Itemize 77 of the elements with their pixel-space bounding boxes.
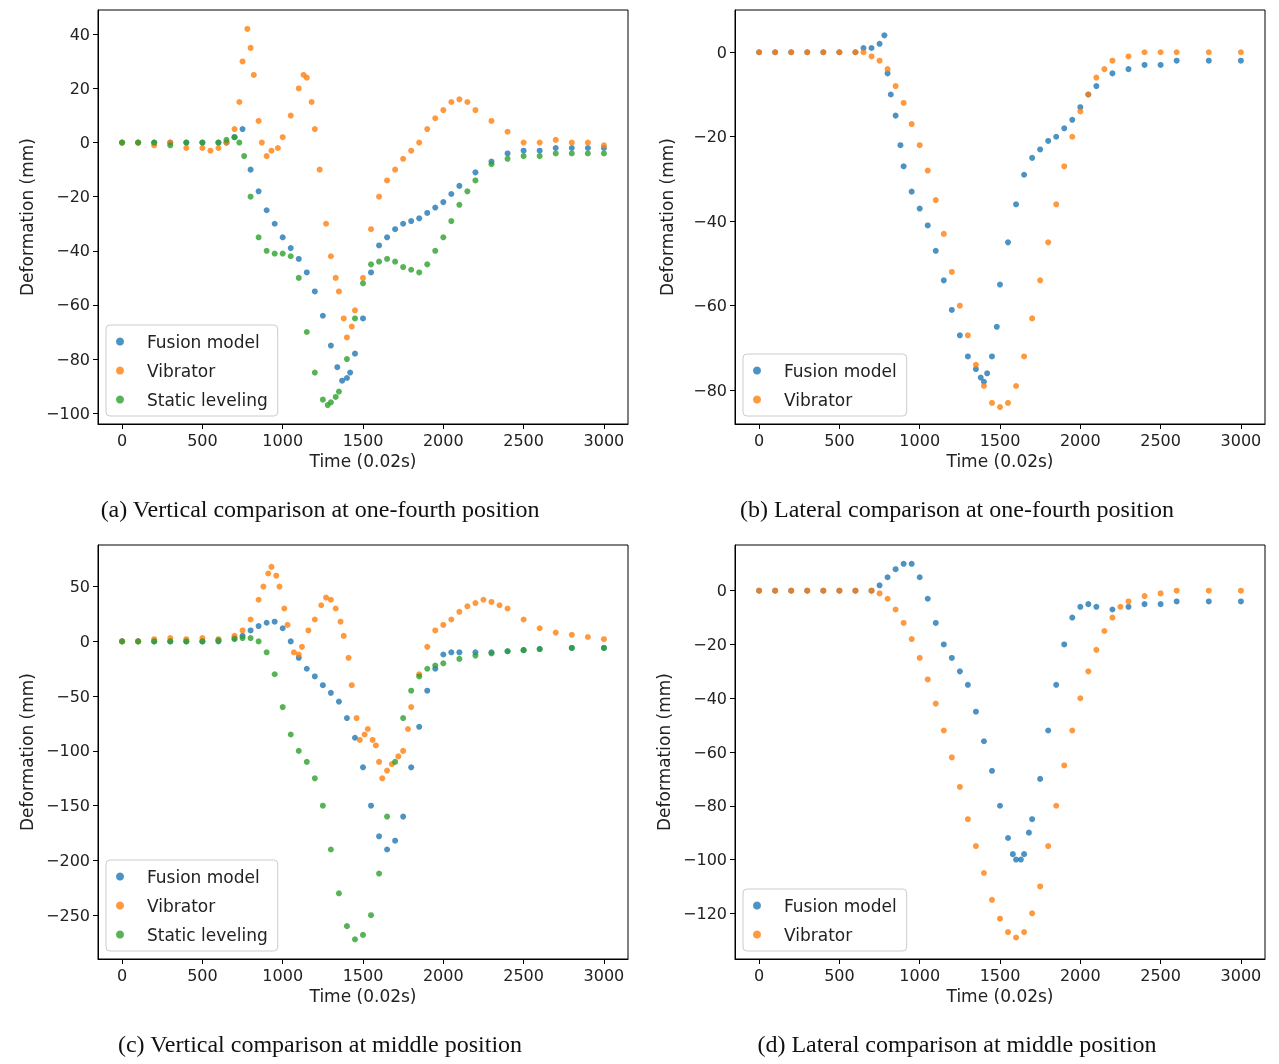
y-tick-label: 0 [716,581,727,601]
x-tick-label: 1000 [262,965,304,985]
x-axis-title: Time (0.02s) [308,986,417,1007]
y-tick-label: −40 [56,241,90,261]
x-axis-title: Time (0.02s) [945,986,1054,1007]
x-tick-label: 1000 [899,965,941,985]
y-tick-label: −100 [46,741,90,761]
x-tick-label: 2000 [1059,965,1101,985]
x-tick-label: 1500 [979,965,1021,985]
x-tick-label: 500 [187,430,218,450]
y-tick-label: −120 [683,903,727,923]
y-tick-label: −50 [56,686,90,706]
y-tick-label: 0 [79,631,90,651]
y-tick-label: −60 [693,296,727,316]
y-tick-label: −250 [46,905,90,925]
y-tick-label: −150 [46,796,90,816]
y-axis-title: Deformation (mm) [16,138,37,296]
x-tick-label: 1000 [899,430,941,450]
y-tick-label: −80 [693,380,727,400]
x-tick-label: 3000 [583,965,625,985]
x-axis-title: Time (0.02s) [945,451,1054,472]
y-axis-title: Deformation (mm) [656,138,677,296]
y-tick-label: −80 [693,796,727,816]
x-tick-label: 2000 [422,965,464,985]
text: (b) Lateral comparison at one-fourth position [740,496,1174,522]
y-tick-label: 20 [69,78,90,98]
y-tick-label: −40 [693,211,727,231]
x-axis-title: Time (0.02s) [308,451,417,472]
x-tick-label: 0 [117,430,128,450]
y-tick-label: 0 [716,42,727,62]
legend-label: Fusion model [784,360,897,381]
text: (d) Lateral comparison at middle position [757,1031,1157,1057]
text: (c) Vertical comparison at middle position [117,1031,523,1057]
x-tick-label: 3000 [583,430,625,450]
y-tick-label: −40 [693,688,727,708]
x-tick-label: 1500 [342,965,384,985]
legend-label: Static leveling [147,924,268,945]
y-axis-title: Deformation (mm) [16,673,37,831]
y-tick-label: −200 [46,850,90,870]
x-tick-label: 1500 [342,430,384,450]
x-tick-label: 0 [754,965,765,985]
y-tick-label: −60 [56,295,90,315]
x-tick-label: 1500 [979,430,1021,450]
legend-label: Vibrator [784,924,853,945]
x-tick-label: 3000 [1220,430,1262,450]
legend-label: Fusion model [147,866,260,887]
y-tick-label: −20 [693,127,727,147]
legend-label: Fusion model [147,331,260,352]
x-tick-label: 0 [117,965,128,985]
y-tick-label: −20 [693,634,727,654]
y-tick-label: 50 [69,577,90,597]
x-tick-label: 1000 [262,430,304,450]
y-tick-label: 0 [79,133,90,153]
y-tick-label: −100 [683,850,727,870]
y-tick-label: −20 [56,187,90,207]
y-tick-label: 40 [69,24,90,44]
y-tick-label: −60 [693,742,727,762]
x-tick-label: 3000 [1220,965,1262,985]
legend-label: Fusion model [784,895,897,916]
y-axis-title: Deformation (mm) [653,673,674,831]
x-tick-label: 2500 [1140,430,1181,450]
y-tick-label: −100 [46,403,90,423]
legend-label: Vibrator [147,895,216,916]
y-tick-label: −80 [56,349,90,369]
x-tick-label: 0 [754,430,765,450]
x-tick-label: 500 [824,430,855,450]
legend-label: Vibrator [147,360,216,381]
text: (a) Vertical comparison at one-fourth position [100,496,540,522]
legend-label: Vibrator [784,389,853,410]
x-tick-label: 2500 [1140,965,1181,985]
x-tick-label: 2000 [1059,430,1101,450]
x-tick-label: 2000 [422,430,464,450]
x-tick-label: 500 [824,965,855,985]
x-tick-label: 2500 [503,430,544,450]
x-tick-label: 2500 [503,965,544,985]
x-tick-label: 500 [187,965,218,985]
legend-label: Static leveling [147,389,268,410]
